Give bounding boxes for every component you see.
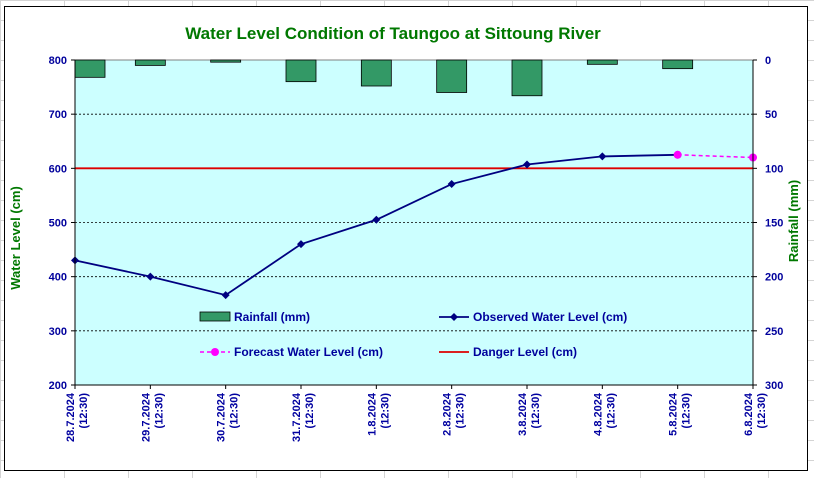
legend-label: Observed Water Level (cm) (473, 310, 627, 324)
rainfall-bar (436, 59, 468, 93)
x-tick-time: (12:30) (153, 393, 165, 429)
x-tick-date: 6.8.2024 (743, 392, 755, 436)
x-tick-label: 28.7.2024 (12:30) (65, 392, 90, 442)
observed-point (447, 180, 456, 189)
x-tick-time: (12:30) (681, 393, 693, 429)
forecast-line-path (677, 154, 754, 159)
y2-axis-title: Rainfall (mm) (786, 180, 801, 262)
x-tick-label: 29.7.2024 (12:30) (140, 392, 165, 442)
x-tick-label: 31.7.2024 (12:30) (291, 392, 316, 442)
chart-area[interactable]: Water Level Condition of Taungoo at Sitt… (4, 6, 808, 471)
legend-swatch-rainfall (199, 311, 231, 322)
axes: 200 300 400 500 600 700 800 0 50 100 150 200 250 300 2… (49, 55, 784, 442)
y2-tick-label: 150 (765, 218, 783, 230)
observed-point (297, 240, 305, 249)
x-tick-date: 3.8.2024 (517, 392, 529, 436)
rainfall-bar (586, 59, 618, 65)
observed-point (221, 291, 230, 300)
x-tick-time: (12:30) (229, 393, 241, 429)
observed-point (598, 152, 607, 161)
x-tick-date: 28.7.2024 (65, 392, 77, 442)
y-tick-label: 700 (49, 109, 67, 121)
x-tick-time: (12:30) (78, 393, 90, 429)
rainfall-bar (662, 59, 694, 70)
x-tick-date: 31.7.2024 (291, 392, 303, 442)
y-tick-label: 600 (49, 163, 67, 175)
x-tick-label: 2.8.2024 (12:30) (442, 392, 467, 436)
x-tick-time: (12:30) (455, 393, 467, 429)
legend-marker-observed (450, 313, 458, 321)
legend: Rainfall (mm) Observed Water Level (cm) Fo… (199, 310, 627, 359)
rainfall-bar (511, 59, 543, 97)
y-axis-title: Water Level (cm) (8, 186, 23, 290)
observed-point (146, 272, 155, 281)
x-tick-time: (12:30) (530, 393, 542, 429)
x-tick-label: 3.8.2024 (12:30) (517, 392, 542, 436)
x-tick-label: 1.8.2024 (12:30) (366, 392, 391, 436)
rainfall-bar (360, 59, 392, 87)
x-tick-label: 6.8.2024 (12:30) (743, 392, 768, 436)
x-tick-date: 1.8.2024 (366, 392, 378, 436)
x-tick-label: 30.7.2024 (12:30) (216, 392, 241, 442)
y2-tick-label: 0 (765, 55, 771, 67)
chart-svg: Water Level Condition of Taungoo at Sitt… (8, 24, 801, 442)
forecast-point (673, 150, 682, 159)
x-tick-date: 29.7.2024 (140, 392, 152, 442)
rainfall-bar (285, 59, 317, 83)
x-tick-date: 2.8.2024 (442, 392, 454, 436)
x-tick-date: 5.8.2024 (668, 392, 680, 436)
rainfall-bar (134, 59, 166, 66)
y2-tick-label: 300 (765, 380, 783, 392)
y-tick-label: 400 (49, 272, 67, 284)
y2-tick-label: 50 (765, 109, 777, 121)
x-tick-date: 30.7.2024 (216, 392, 228, 442)
legend-marker-forecast (211, 348, 219, 356)
y-tick-label: 300 (49, 326, 67, 338)
observed-point (523, 160, 531, 169)
y2-tick-label: 200 (765, 272, 783, 284)
legend-label: Rainfall (mm) (234, 310, 310, 324)
y-tick-label: 500 (49, 218, 67, 230)
y2-tick-label: 250 (765, 326, 783, 338)
x-tick-time: (12:30) (379, 393, 391, 429)
y2-tick-label: 100 (765, 163, 783, 175)
x-tick-label: 4.8.2024 (12:30) (592, 392, 617, 436)
x-tick-label: 5.8.2024 (12:30) (668, 392, 693, 436)
y-tick-label: 200 (49, 380, 67, 392)
legend-label: Danger Level (cm) (473, 345, 577, 359)
observed-water-level-line (71, 150, 682, 300)
legend-label: Forecast Water Level (cm) (234, 345, 383, 359)
x-tick-date: 4.8.2024 (592, 392, 604, 436)
x-tick-time: (12:30) (756, 393, 768, 429)
rainfall-bar (210, 59, 242, 63)
observed-point (372, 215, 381, 224)
y-tick-label: 800 (49, 55, 67, 67)
x-tick-time: (12:30) (605, 393, 617, 429)
chart-title: Water Level Condition of Taungoo at Sitt… (185, 24, 601, 43)
rainfall-bar (74, 59, 106, 78)
x-tick-time: (12:30) (304, 393, 316, 429)
